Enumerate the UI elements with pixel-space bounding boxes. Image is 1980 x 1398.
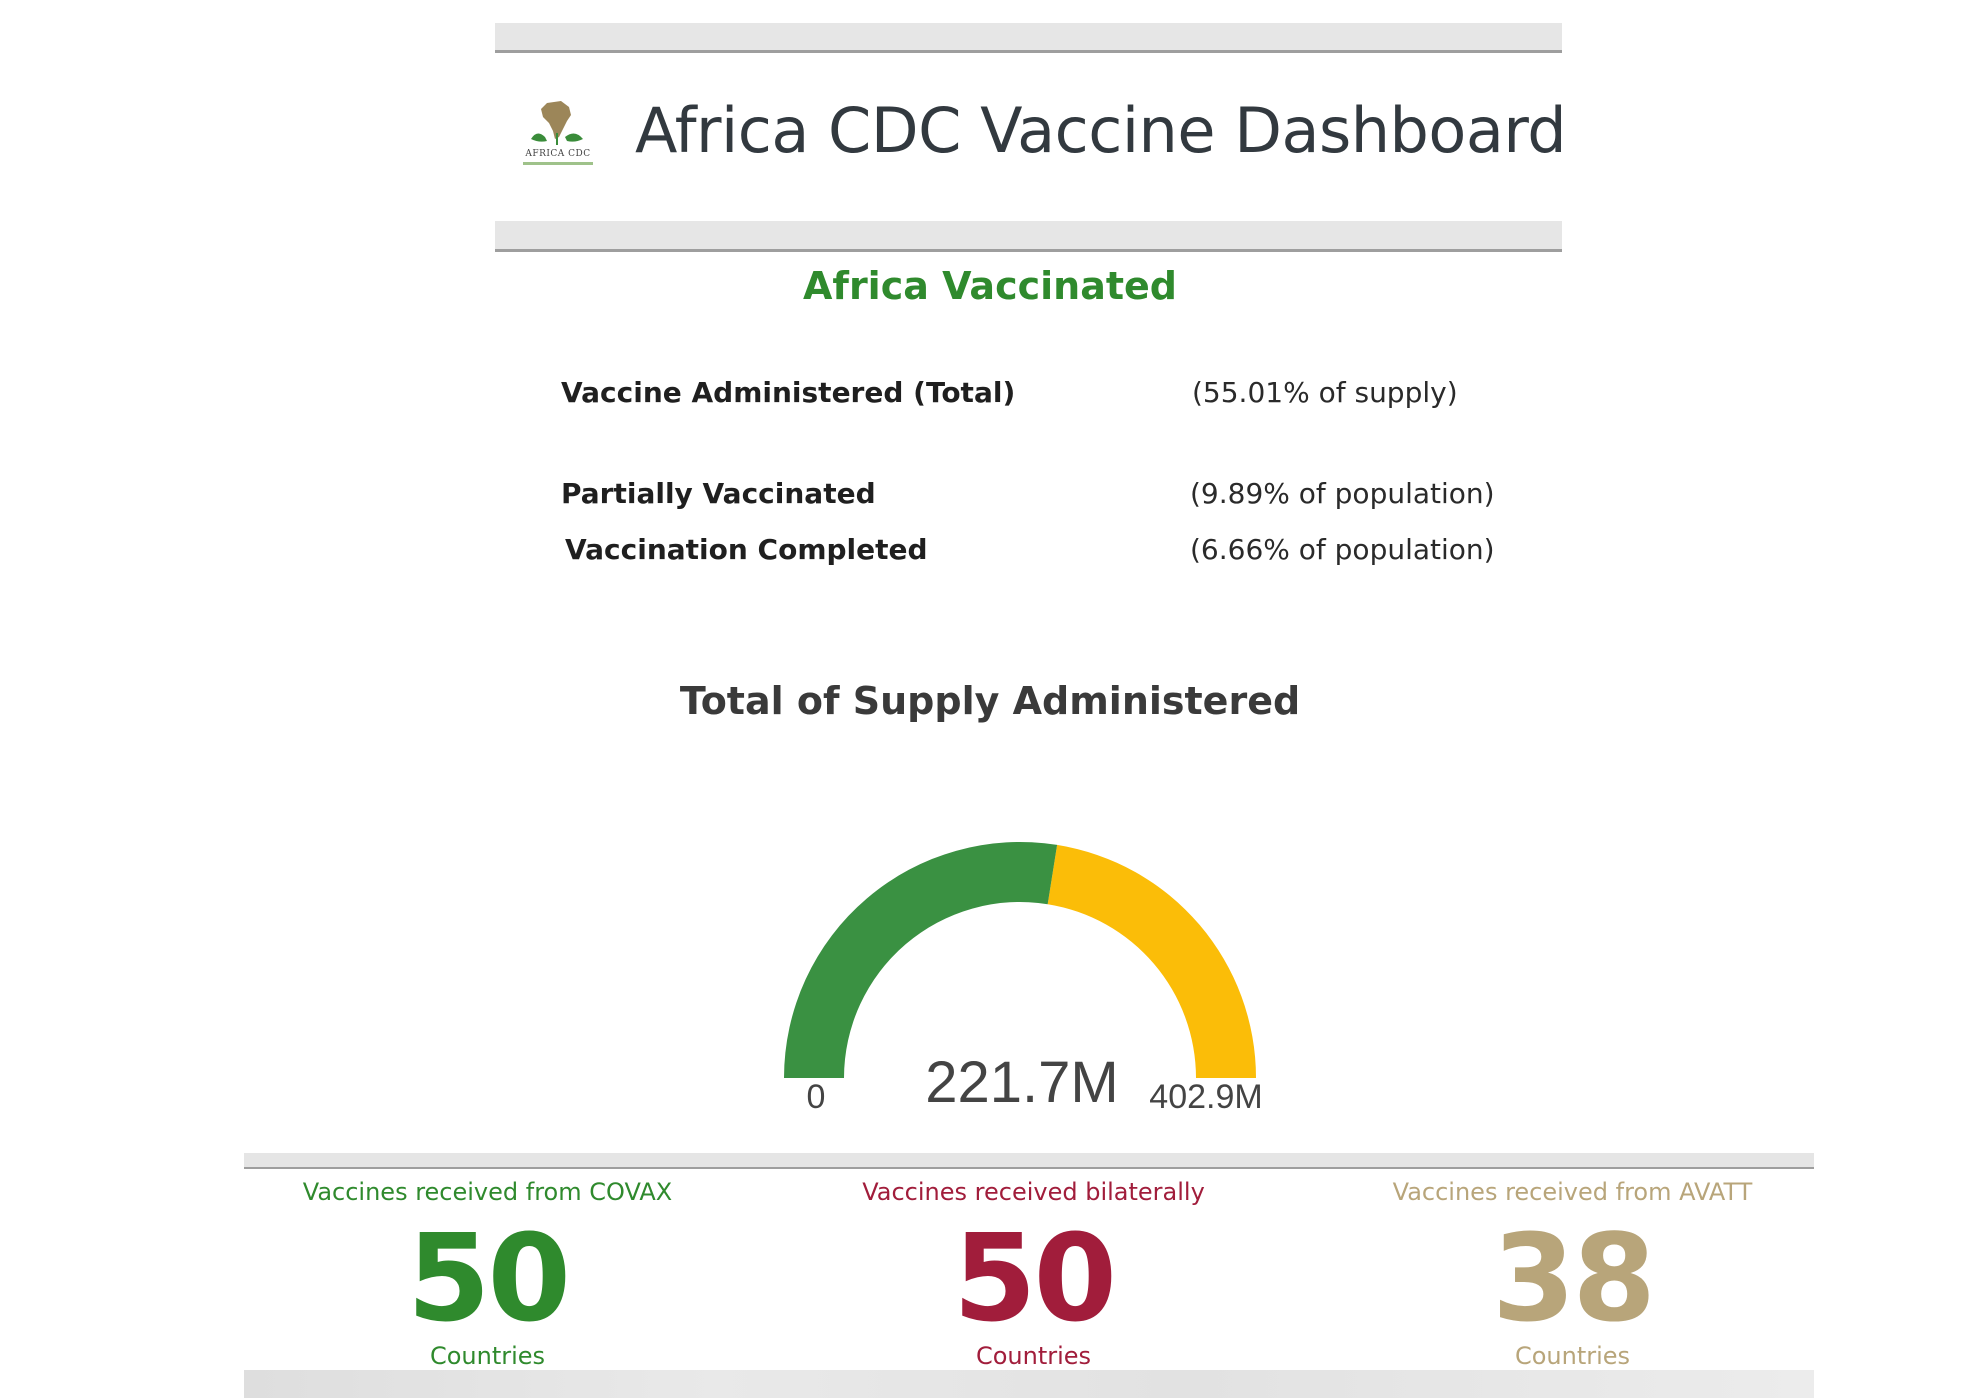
partially-vaccinated-label: Partially Vaccinated [561, 477, 876, 510]
africa-cdc-logo: AFRICA CDC [517, 99, 599, 175]
gauge-min-label: 0 [807, 1078, 826, 1116]
gauge-value-label: 221.7M [925, 1050, 1118, 1115]
header-top-bar [495, 23, 1562, 53]
logo-underline [523, 162, 593, 165]
stat-bilateral: Vaccines received bilaterally 50 Countri… [772, 1178, 1295, 1370]
stat-avatt-heading: Vaccines received from AVATT [1392, 1178, 1753, 1206]
header-bottom-bar [495, 221, 1562, 252]
stat-bilateral-unit: Countries [975, 1342, 1092, 1370]
stat-covax-heading: Vaccines received from COVAX [302, 1178, 673, 1206]
logo-text: AFRICA CDC [525, 149, 591, 159]
gauge-max-label: 402.9M [1149, 1078, 1262, 1116]
stat-avatt-number: 38 [1492, 1210, 1656, 1349]
vaccine-administered-value: (55.01% of supply) [1192, 376, 1458, 409]
stat-covax-unit: Countries [429, 1342, 546, 1370]
vaccination-completed-label: Vaccination Completed [565, 533, 928, 566]
map-background-strip [244, 1370, 1814, 1398]
section-title: Africa Vaccinated [803, 264, 1177, 308]
gauge-remaining-arc [1047, 844, 1256, 1078]
stat-covax: Vaccines received from COVAX 50 Countrie… [226, 1178, 749, 1370]
stat-avatt-unit: Countries [1514, 1342, 1631, 1370]
stat-bilateral-heading: Vaccines received bilaterally [862, 1178, 1205, 1206]
header: AFRICA CDC Africa CDC Vaccine Dashboard [495, 53, 1567, 221]
supply-gauge: 0 221.7M 402.9M [784, 842, 1263, 1116]
vaccine-administered-label: Vaccine Administered (Total) [561, 376, 1016, 409]
page-title: Africa CDC Vaccine Dashboard [635, 94, 1567, 167]
stats-top-bar [244, 1153, 1814, 1169]
gauge-filled-arc [784, 842, 1058, 1078]
chart-title: Total of Supply Administered [679, 679, 1301, 723]
africa-map-icon [531, 101, 583, 145]
stat-avatt: Vaccines received from AVATT 38 Countrie… [1311, 1178, 1834, 1370]
stat-bilateral-number: 50 [953, 1210, 1117, 1349]
vaccination-completed-value: (6.66% of population) [1190, 533, 1495, 566]
partially-vaccinated-value: (9.89% of population) [1190, 477, 1495, 510]
stat-covax-number: 50 [407, 1210, 571, 1349]
